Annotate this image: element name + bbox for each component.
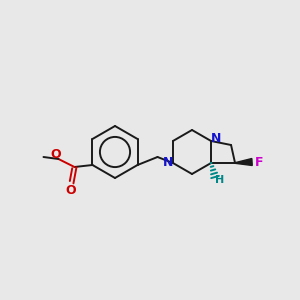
Text: O: O [65, 184, 76, 196]
Text: H: H [215, 175, 225, 185]
Text: F: F [255, 155, 263, 169]
Text: O: O [50, 148, 61, 161]
Text: N: N [211, 133, 221, 146]
Text: N: N [163, 157, 173, 169]
Polygon shape [235, 158, 252, 166]
